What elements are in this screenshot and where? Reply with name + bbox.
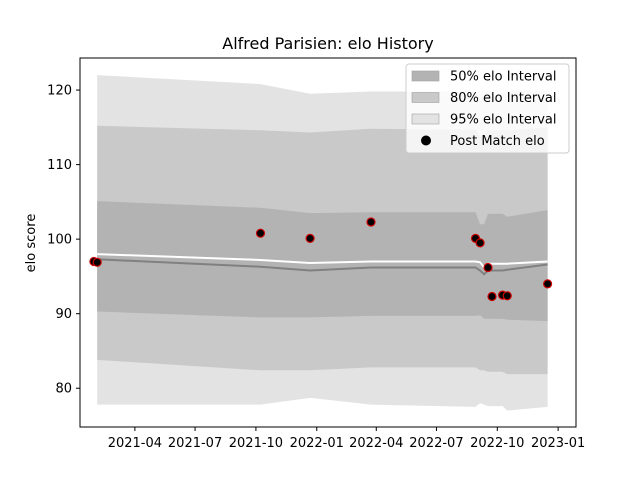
y-tick-label: 110 xyxy=(47,158,72,173)
plot-frame xyxy=(79,57,577,428)
y-tick-label: 80 xyxy=(55,382,72,397)
post-match-elo-point xyxy=(92,257,102,267)
legend-swatch-80 xyxy=(411,92,440,103)
post-match-elo-point xyxy=(542,279,553,289)
legend-label: Post Match elo xyxy=(450,134,545,149)
y-axis-label: elo score xyxy=(24,214,39,273)
plot-area xyxy=(89,75,553,411)
legend-box xyxy=(405,63,570,154)
legend-swatch-95 xyxy=(411,113,440,125)
mean-elo-line xyxy=(97,253,548,270)
post-match-elo-point xyxy=(475,238,485,248)
post-match-elo-point xyxy=(502,291,512,301)
x-tick-label: 2022-01 xyxy=(290,436,344,451)
y-tick-label: 90 xyxy=(55,307,72,322)
x-tick-label: 2022-10 xyxy=(470,436,524,451)
x-tick-label: 2022-04 xyxy=(349,436,403,451)
median-elo-line xyxy=(97,258,548,276)
x-tick-label: 2021-10 xyxy=(229,436,283,451)
y-tick-label: 100 xyxy=(47,233,72,248)
band-50-area xyxy=(97,201,548,322)
x-tick-label: 2021-04 xyxy=(108,436,162,451)
x-tick-label: 2021-07 xyxy=(168,436,222,451)
chart-title: Alfred Parisien: elo History xyxy=(222,34,433,53)
post-match-elo-point xyxy=(483,262,493,273)
legend-marker-post-match xyxy=(421,135,431,146)
x-tick-label: 2022-07 xyxy=(409,436,463,451)
y-tick-label: 120 xyxy=(47,84,72,99)
post-match-elo-point xyxy=(255,228,266,238)
legend-label: 50% elo Interval xyxy=(450,70,557,85)
x-tick-label: 2023-01 xyxy=(531,436,585,451)
legend: 50% elo Interval 80% elo Interval 95% elo … xyxy=(405,63,570,154)
legend-label: 95% elo Interval xyxy=(450,113,557,128)
legend-label: 80% elo Interval xyxy=(450,91,557,106)
axes: 80 90 100 110 120 2021-04 2021-07 2021-10 2022-0… xyxy=(47,57,585,451)
post-match-elo-point xyxy=(487,291,497,302)
legend-swatch-50 xyxy=(411,70,440,82)
post-match-elo-point xyxy=(366,217,376,227)
post-match-elo-point xyxy=(305,233,315,243)
